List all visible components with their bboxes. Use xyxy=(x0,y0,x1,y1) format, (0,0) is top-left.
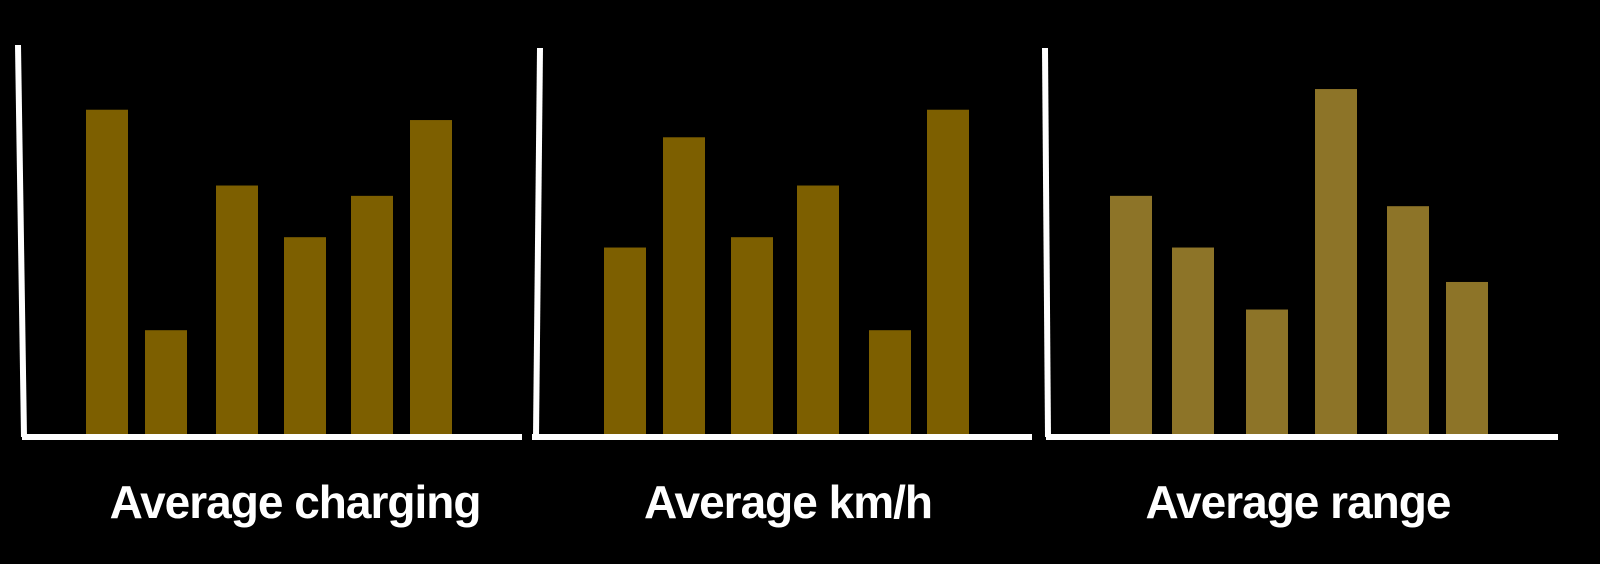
bar-speed-1 xyxy=(604,247,646,437)
y-axis-charging xyxy=(15,44,27,438)
bar-speed-6 xyxy=(927,109,969,437)
bar-range-4 xyxy=(1315,89,1357,438)
chart-charging: Average charging xyxy=(15,44,522,528)
bar-speed-4 xyxy=(797,185,839,437)
bar-speed-3 xyxy=(731,237,773,437)
bar-range-3 xyxy=(1246,309,1288,437)
bar-range-2 xyxy=(1172,247,1214,437)
bar-range-1 xyxy=(1110,195,1152,437)
bar-charging-2 xyxy=(145,330,187,437)
bar-charging-4 xyxy=(284,237,326,437)
y-axis-speed xyxy=(533,47,543,438)
bar-charging-6 xyxy=(410,120,452,437)
bar-speed-2 xyxy=(663,137,705,437)
chart-title-range: Average range xyxy=(1146,476,1451,528)
bar-charging-5 xyxy=(351,195,393,437)
bar-charging-3 xyxy=(216,185,258,437)
bar-speed-5 xyxy=(869,330,911,437)
bar-charging-1 xyxy=(86,109,128,437)
bar-range-5 xyxy=(1387,206,1429,437)
chart-range: Average range xyxy=(1042,47,1558,528)
chart-speed: Average km/h xyxy=(532,47,1032,528)
y-axis-range xyxy=(1042,47,1051,438)
chart-title-speed: Average km/h xyxy=(644,476,932,528)
bar-range-6 xyxy=(1446,281,1488,437)
chart-title-charging: Average charging xyxy=(110,476,481,528)
